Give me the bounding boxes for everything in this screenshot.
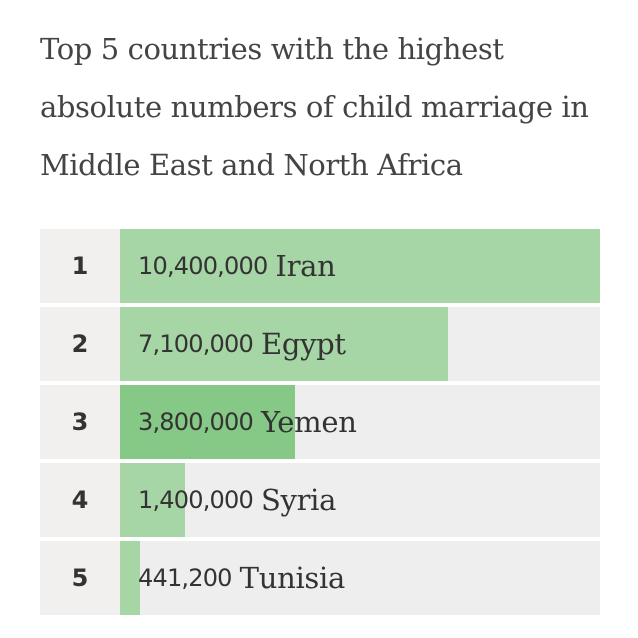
rank-label: 2	[40, 307, 120, 381]
rank-label: 3	[40, 385, 120, 459]
country-label: Tunisia	[239, 561, 346, 595]
country-label: Syria	[260, 483, 337, 517]
value-label: 1,400,000	[138, 486, 254, 514]
value-label: 7,100,000	[138, 330, 254, 358]
bar-row: 4 1,400,000 Syria	[40, 463, 600, 537]
bar-label: 10,400,000 Iran	[138, 229, 336, 303]
value-label: 441,200	[138, 564, 232, 592]
bar-label: 3,800,000 Yemen	[138, 385, 357, 459]
bar-track: 3,800,000 Yemen	[120, 385, 600, 459]
chart-title: Top 5 countries with the highest absolut…	[40, 32, 589, 182]
rank-label: 1	[40, 229, 120, 303]
bar-row: 3 3,800,000 Yemen	[40, 385, 600, 459]
country-label: Yemen	[260, 405, 357, 439]
bar-track: 10,400,000 Iran	[120, 229, 600, 303]
bar-track: 441,200 Tunisia	[120, 541, 600, 615]
bar-row: 5 441,200 Tunisia	[40, 541, 600, 615]
bar[interactable]	[120, 229, 600, 303]
country-label: Egypt	[260, 327, 346, 361]
bar-track: 1,400,000 Syria	[120, 463, 600, 537]
bar-row: 2 7,100,000 Egypt	[40, 307, 600, 381]
bar-track: 7,100,000 Egypt	[120, 307, 600, 381]
bar[interactable]	[120, 307, 448, 381]
value-label: 10,400,000	[138, 252, 268, 280]
bar-chart: 1 10,400,000 Iran 2 7,100,000 Egypt 3 3,…	[40, 229, 600, 619]
bar[interactable]	[120, 385, 295, 459]
bar[interactable]	[120, 541, 140, 615]
bar-label: 1,400,000 Syria	[138, 463, 336, 537]
rank-label: 4	[40, 463, 120, 537]
rank-label: 5	[40, 541, 120, 615]
bar-label: 7,100,000 Egypt	[138, 307, 346, 381]
country-label: Iran	[275, 249, 336, 283]
bar-row: 1 10,400,000 Iran	[40, 229, 600, 303]
value-label: 3,800,000	[138, 408, 254, 436]
bar-label: 441,200 Tunisia	[138, 541, 345, 615]
bar[interactable]	[120, 463, 185, 537]
